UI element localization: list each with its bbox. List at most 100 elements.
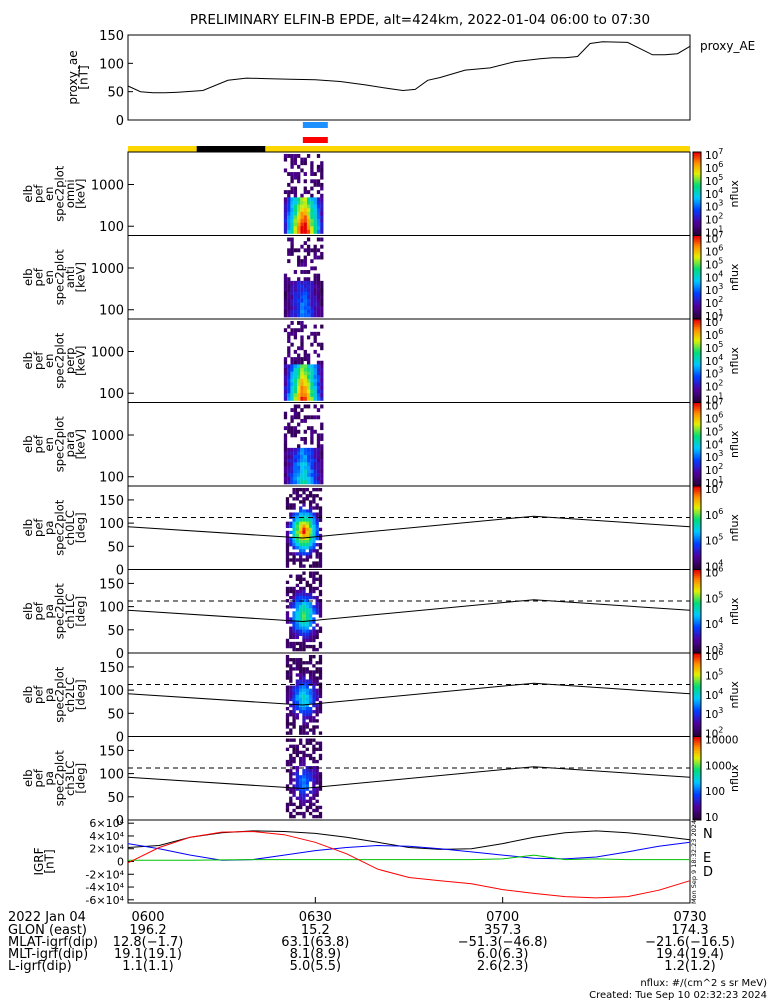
igrf-tick-label-6: 6×10⁴ bbox=[89, 817, 124, 830]
energy-spectrogram-2-tick-label-1: 1000 bbox=[91, 345, 124, 360]
energy-spectrogram-1-axes bbox=[127, 235, 691, 320]
pitch-angle-panel-5-ylabel-5: [deg] bbox=[73, 596, 87, 627]
energy-spectrogram-3-axes bbox=[127, 402, 691, 487]
pitch-angle-panel-4-ylabel-1: pef bbox=[31, 518, 45, 537]
pitch-angle-panel-6-cbar-label-2: 10 bbox=[705, 690, 718, 702]
pitch-angle-panel-5-tick-label-1: 50 bbox=[107, 624, 124, 639]
energy-spectrogram-0-axes bbox=[127, 151, 691, 236]
pitch-angle-panel-5-ylabel-2: pa bbox=[42, 604, 56, 618]
pitch-angle-panel-6-ylabel-1: pef bbox=[31, 685, 45, 704]
pitch-angle-panel-4-loss-cone-line bbox=[127, 515, 691, 539]
footer-value-3-1: 8.1(8.9) bbox=[290, 947, 342, 962]
proxy-ae-ylabel-0: proxy_ae bbox=[66, 50, 80, 104]
nflux-units-note: nflux: #/(cm^2 s sr MeV) bbox=[640, 978, 767, 989]
energy-spectrogram-2-cbar-exp-4: 5 bbox=[718, 340, 723, 349]
energy-spectrogram-0-cbar-label-1: 10 bbox=[705, 215, 718, 227]
pitch-angle-panel-7-tick-label-0: 0 bbox=[116, 814, 124, 829]
energy-spectrogram-1-cbar-exp-1: 2 bbox=[718, 295, 723, 304]
pitch-angle-panel-7-cbar-label-0: 10 bbox=[705, 812, 718, 824]
energy-spectrogram-3-cbar-exp-3: 4 bbox=[718, 436, 723, 445]
proxy-ae-ylabel-1: [nT] bbox=[76, 65, 90, 89]
energy-spectrogram-0-cbar-label-3: 10 bbox=[705, 189, 718, 201]
energy-spectrogram-2-axes bbox=[127, 318, 691, 403]
energy-spectrogram-3 bbox=[283, 402, 701, 487]
energy-spectrogram-2-cbar-label-4: 10 bbox=[705, 343, 718, 355]
pitch-angle-panel-6-cbar-title: nflux bbox=[728, 681, 741, 709]
energy-spectrogram-1-tick-label-1: 1000 bbox=[91, 262, 124, 277]
energy-spectrogram-0-cbar-exp-0: 1 bbox=[718, 225, 723, 234]
pitch-angle-panel-5-ylabel-1: pef bbox=[31, 601, 45, 620]
igrf-legend-D: D bbox=[703, 865, 713, 880]
igrf-tick-label-0: -6×10⁴ bbox=[85, 894, 124, 907]
pitch-angle-panel-5-cbar-exp-2: 5 bbox=[718, 590, 723, 599]
footer-value-1-3: 174.3 bbox=[671, 923, 708, 938]
footer-value-3-3: 19.4(19.4) bbox=[656, 947, 724, 962]
energy-spectrogram-3-ylabel-1: pef bbox=[31, 434, 45, 453]
igrf-tick-label-2: -2×10⁴ bbox=[85, 868, 124, 881]
energy-spectrogram-2-cbar-exp-0: 1 bbox=[718, 392, 723, 401]
energy-spectrogram-3-cbar-label-1: 10 bbox=[705, 465, 718, 477]
pitch-angle-panel-7-cbar-label-1: 100 bbox=[705, 786, 725, 798]
energy-spectrogram-3-cbar-exp-5: 6 bbox=[718, 410, 723, 419]
blue-mark-bar bbox=[302, 122, 328, 128]
pitch-angle-panel-7-colorbar bbox=[692, 736, 702, 821]
pitch-angle-panel-7-ylabel-2: pa bbox=[42, 771, 56, 785]
energy-spectrogram-1-cbar-exp-0: 1 bbox=[718, 308, 723, 317]
energy-spectrogram-3-ylabel-5: [keV] bbox=[73, 429, 87, 459]
footer-value-4-2: 2.6(2.3) bbox=[477, 959, 529, 974]
energy-spectrogram-2-ylabel-5: [keV] bbox=[73, 346, 87, 376]
energy-spectrogram-2 bbox=[283, 319, 701, 403]
energy-spectrogram-1-cbar-label-6: 10 bbox=[705, 234, 718, 246]
energy-spectrogram-0-ylabel-3: spec2plot bbox=[52, 165, 66, 222]
pitch-angle-panel-4-cbar-label-2: 10 bbox=[705, 510, 718, 522]
igrf-tick-label-5: 4×10⁴ bbox=[89, 830, 124, 843]
pitch-angle-panel-7-tick-label-3: 150 bbox=[99, 744, 124, 759]
footer-value-2-0: 12.8(−1.7) bbox=[113, 935, 184, 950]
pitch-angle-panel-6-cbar-exp-0: 2 bbox=[718, 726, 723, 735]
energy-spectrogram-1-cbar-title: nflux bbox=[728, 263, 741, 291]
footer-label-2: MLAT-igrf(dip) bbox=[8, 935, 98, 950]
energy-spectrogram-0-tick-label-0: 100 bbox=[99, 220, 124, 235]
pitch-angle-panel-5-cbar-label-3: 10 bbox=[705, 568, 718, 580]
footer-value-1-0: 196.2 bbox=[129, 923, 166, 938]
pitch-angle-panel-6-cbar-exp-1: 3 bbox=[718, 706, 723, 715]
energy-spectrogram-1-ylabel-4: anti bbox=[63, 266, 77, 288]
energy-spectrogram-1-ylabel-2: en bbox=[42, 270, 56, 284]
energy-spectrogram-3-cbar-label-5: 10 bbox=[705, 413, 718, 425]
footer-value-4-0: 1.1(1.1) bbox=[122, 959, 174, 974]
energy-spectrogram-3-ylabel-2: en bbox=[42, 437, 56, 451]
footer-value-2-1: 63.1(63.8) bbox=[281, 935, 349, 950]
pitch-angle-panel-6-loss-cone-line bbox=[127, 682, 691, 706]
energy-spectrogram-3-cbar-exp-1: 2 bbox=[718, 462, 723, 471]
pitch-angle-panel-6-tick-label-3: 150 bbox=[99, 661, 124, 676]
footer-label-1: GLON (east) bbox=[8, 923, 87, 938]
pitch-angle-panel-6-cbar-label-0: 10 bbox=[705, 729, 718, 741]
energy-spectrogram-2-cbar-label-3: 10 bbox=[705, 356, 718, 368]
energy-spectrogram-3-cbar-label-2: 10 bbox=[705, 452, 718, 464]
pitch-angle-panel-7-cbar-label-2: 1000 bbox=[705, 760, 732, 772]
pitch-angle-panel-4-tick-label-3: 150 bbox=[99, 494, 124, 509]
igrf-e-line bbox=[128, 854, 690, 861]
pitch-angle-panel-5-tick-label-0: 0 bbox=[116, 647, 124, 662]
pitch-angle-panel-4-cbar-label-3: 10 bbox=[705, 484, 718, 496]
pitch-angle-panel-6-cbar-label-1: 10 bbox=[705, 709, 718, 721]
energy-spectrogram-2-cbar-exp-2: 3 bbox=[718, 366, 723, 375]
footer-value-0-0: 0600 bbox=[131, 910, 164, 925]
pitch-angle-panel-6-ylabel-4: ch2LC bbox=[63, 677, 77, 712]
energy-spectrogram-3-cbar-label-4: 10 bbox=[705, 426, 718, 438]
energy-spectrogram-2-ylabel-1: pef bbox=[31, 351, 45, 370]
energy-spectrogram-0-cbar-exp-1: 2 bbox=[718, 212, 723, 221]
proxy-ae-line bbox=[127, 41, 691, 94]
footer-label-3: MLT-igrf(dip) bbox=[8, 947, 88, 962]
pitch-angle-panel-4-ylabel-0: elb bbox=[21, 519, 35, 537]
created-stamp: Created: Tue Sep 10 02:32:23 2024 bbox=[589, 990, 767, 1000]
pitch-angle-panel-5 bbox=[285, 569, 701, 654]
footer-value-4-3: 1.2(1.2) bbox=[664, 959, 716, 974]
igrf-d-line bbox=[127, 830, 691, 899]
energy-spectrogram-2-cbar-exp-5: 6 bbox=[718, 327, 723, 336]
energy-spectrogram-2-ylabel-0: elb bbox=[21, 352, 35, 370]
footer-value-0-2: 0700 bbox=[486, 910, 519, 925]
energy-spectrogram-2-cbar-title: nflux bbox=[728, 347, 741, 375]
pitch-angle-panel-5-tick-label-2: 100 bbox=[99, 601, 124, 616]
energy-spectrogram-0-cbar-exp-2: 3 bbox=[718, 199, 723, 208]
